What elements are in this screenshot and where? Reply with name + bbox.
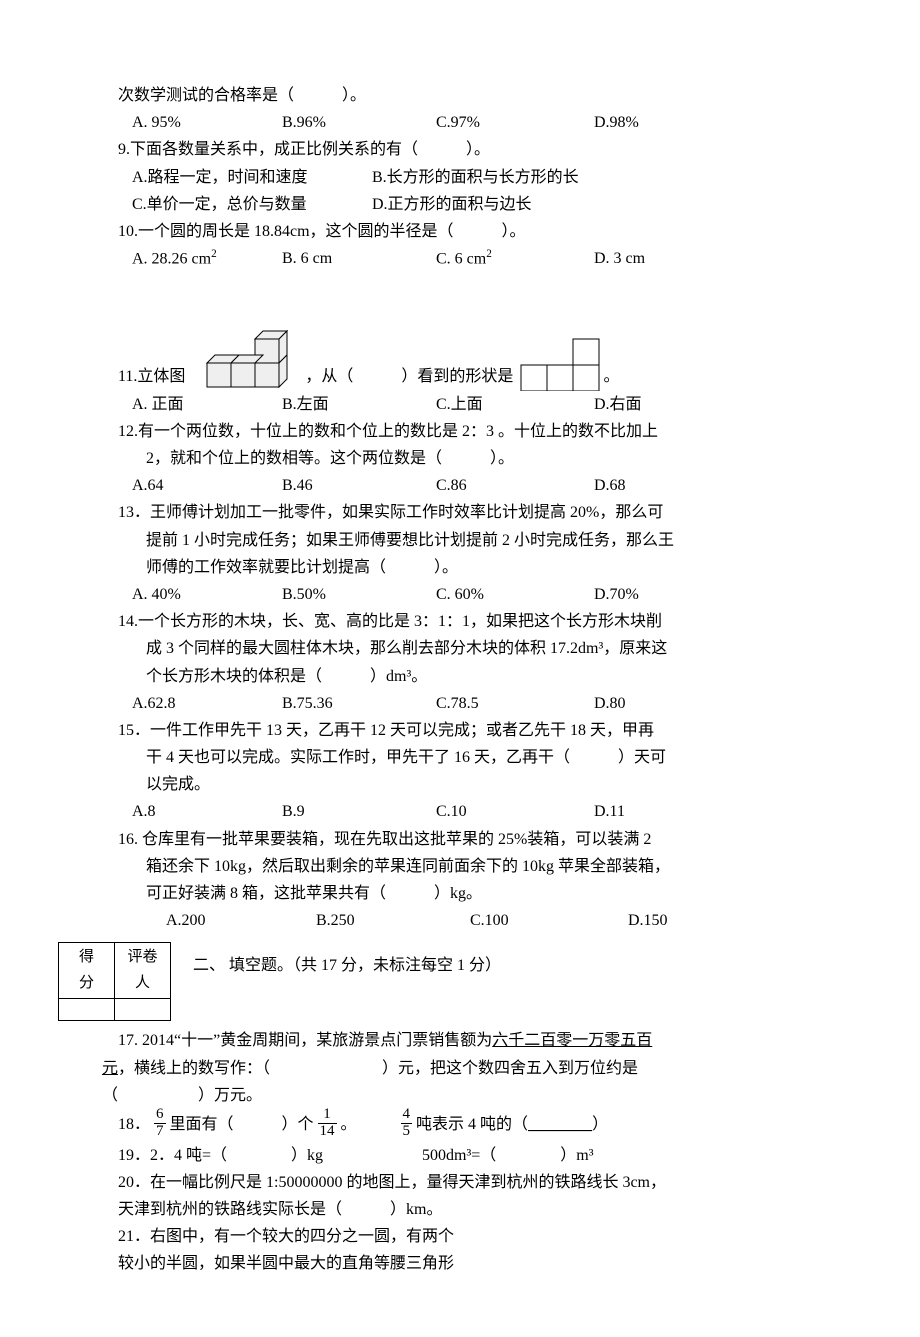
- q10-opt-b: B. 6 cm: [282, 245, 436, 273]
- q15-l2: 干 4 天也可以完成。实际工作时，甲先干了 16 天，乙再干（ ）天可: [118, 744, 802, 771]
- score-cell-2: [115, 999, 171, 1021]
- q12-opt-c: C.86: [436, 472, 594, 499]
- score-cell-1: [59, 999, 115, 1021]
- q14-opt-b: B.75.36: [282, 690, 436, 717]
- q13-l1: 13．王师傅计划加工一批零件，如果实际工作时效率比计划提高 20%，那么可: [118, 499, 802, 526]
- q14-opts: A.62.8 B.75.36 C.78.5 D.80: [118, 690, 802, 717]
- q17-l2: 元，横线上的数写作：（ ）元，把这个数四舍五入到万位约是: [102, 1055, 802, 1082]
- score-header-2: 评卷人: [115, 943, 171, 999]
- frac-6-7: 67: [154, 1107, 166, 1140]
- q14-l3: 个长方形木块的体积是（ ）dm³。: [118, 663, 802, 690]
- q16-opt-a: A.200: [166, 907, 316, 934]
- q11-pre: 11.立体图: [118, 363, 185, 390]
- q11-row: 11.立体图: [118, 325, 802, 391]
- score-box: 得 分 评卷人: [58, 942, 171, 1021]
- q16-l3: 可正好装满 8 箱，这批苹果共有（ ）kg。: [118, 880, 802, 907]
- q8-opt-b: B.96%: [282, 109, 436, 136]
- q12-opt-b: B.46: [282, 472, 436, 499]
- q10-opt-d: D. 3 cm: [594, 245, 645, 273]
- q15-opt-d: D.11: [594, 798, 625, 825]
- q20-l2: 天津到杭州的铁路线实际长是（ ）km。: [118, 1196, 802, 1223]
- frac-1-14: 114: [318, 1107, 337, 1140]
- q18: 18． 67 里面有（ ）个 114 。 45 吨表示 4 吨的（＿＿＿＿）: [118, 1109, 802, 1142]
- q13-l2: 提前 1 小时完成任务；如果王师傅要想比计划提前 2 小时完成任务，那么王: [118, 527, 802, 554]
- q11-opt-d: D.右面: [594, 391, 642, 418]
- q14-opt-c: C.78.5: [436, 690, 594, 717]
- q12-opt-a: A.64: [132, 472, 282, 499]
- flat-view-icon: [519, 337, 603, 391]
- q15-opt-b: B.9: [282, 798, 436, 825]
- q16-opts: A.200 B.250 C.100 D.150: [118, 907, 802, 934]
- q13-opt-a: A. 40%: [132, 581, 282, 608]
- q9-opts-1: A.路程一定，时间和速度 B.长方形的面积与长方形的长: [118, 164, 802, 191]
- q10-stem: 10.一个圆的周长是 18.84cm，这个圆的半径是（ ）。: [118, 218, 802, 245]
- q17-l3: （ ）万元。: [102, 1082, 802, 1109]
- q13-opt-d: D.70%: [594, 581, 639, 608]
- q9-stem: 9.下面各数量关系中，成正比例关系的有（ ）。: [118, 136, 802, 163]
- q16-opt-c: C.100: [470, 907, 628, 934]
- q13-opt-b: B.50%: [282, 581, 436, 608]
- q11-mid: ，从（ ）看到的形状是: [305, 363, 513, 390]
- q15-l1: 15．一件工作甲先干 13 天，乙再干 12 天可以完成；或者乙先干 18 天，…: [118, 717, 802, 744]
- q21-l2: 较小的半圆，如果半圆中最大的直角等腰三角形: [118, 1250, 802, 1277]
- q8-stem: 次数学测试的合格率是（ ）。: [118, 82, 802, 109]
- q15-opt-c: C.10: [436, 798, 594, 825]
- q21-l1: 21．右图中，有一个较大的四分之一圆，有两个: [118, 1223, 802, 1250]
- q14-l1: 14.一个长方形的木块，长、宽、高的比是 3：1：1，如果把这个长方形木块削: [118, 608, 802, 635]
- q9-opt-d: D.正方形的面积与边长: [372, 191, 532, 218]
- q14-opt-d: D.80: [594, 690, 626, 717]
- q11-fig2: [519, 337, 603, 391]
- q16-opt-b: B.250: [316, 907, 470, 934]
- q11-opt-b: B.左面: [282, 391, 436, 418]
- q9-opt-a: A.路程一定，时间和速度: [132, 164, 372, 191]
- q11-fig1: [191, 325, 299, 391]
- cube-figure-icon: [191, 325, 299, 391]
- q15-opt-a: A.8: [132, 798, 282, 825]
- q16-opt-d: D.150: [628, 907, 668, 934]
- q8-opt-c: C.97%: [436, 109, 594, 136]
- q9-opt-b: B.长方形的面积与长方形的长: [372, 164, 579, 191]
- q9-opt-c: C.单价一定，总价与数量: [132, 191, 372, 218]
- q12-opt-d: D.68: [594, 472, 626, 499]
- q14-l2: 成 3 个同样的最大圆柱体木块，那么削去部分木块的体积 17.2dm³，原来这: [118, 635, 802, 662]
- q13-opts: A. 40% B.50% C. 60% D.70%: [118, 581, 802, 608]
- q19-a: 19．2．4 吨=（ ）kg: [118, 1142, 418, 1169]
- q9-opts-2: C.单价一定，总价与数量 D.正方形的面积与边长: [118, 191, 802, 218]
- q8-opts: A. 95% B.96% C.97% D.98%: [118, 109, 802, 136]
- q8-opt-a: A. 95%: [132, 109, 282, 136]
- q16-l2: 箱还余下 10kg，然后取出剩余的苹果连同前面余下的 10kg 苹果全部装箱，: [118, 853, 802, 880]
- score-header-1: 得 分: [59, 943, 115, 999]
- q12-opts: A.64 B.46 C.86 D.68: [118, 472, 802, 499]
- q11-tail: 。: [603, 363, 619, 390]
- q15-l3: 以完成。: [118, 771, 802, 798]
- q12-l2: 2，就和个位上的数相等。这个两位数是（ ）。: [118, 445, 802, 472]
- q12-l1: 12.有一个两位数，十位上的数和个位上的数比是 2：3 。十位上的数不比加上: [118, 418, 802, 445]
- q10-opt-a: A. 28.26 cm2: [132, 245, 282, 273]
- q19: 19．2．4 吨=（ ）kg 500dm³=（ ）m³: [118, 1142, 802, 1169]
- q20-l1: 20．在一幅比例尺是 1:50000000 的地图上，量得天津到杭州的铁路线长 …: [118, 1169, 802, 1196]
- q14-opt-a: A.62.8: [132, 690, 282, 717]
- q11-opts: A. 正面 B.左面 C.上面 D.右面: [118, 391, 802, 418]
- q11-opt-c: C.上面: [436, 391, 594, 418]
- q11-opt-a: A. 正面: [132, 391, 282, 418]
- q8-opt-d: D.98%: [594, 109, 639, 136]
- q10-opts: A. 28.26 cm2 B. 6 cm C. 6 cm2 D. 3 cm: [118, 245, 802, 273]
- q15-opts: A.8 B.9 C.10 D.11: [118, 798, 802, 825]
- q16-l1: 16. 仓库里有一批苹果要装箱，现在先取出这批苹果的 25%装箱，可以装满 2: [118, 826, 802, 853]
- section2-title: 二、 填空题。（共 17 分，未标注每空 1 分）: [193, 936, 501, 979]
- q13-opt-c: C. 60%: [436, 581, 594, 608]
- q17-l1: 17. 2014“十一”黄金周期间，某旅游景点门票销售额为六千二百零一万零五百: [118, 1027, 802, 1054]
- q19-b: 500dm³=（ ）m³: [422, 1147, 594, 1164]
- q13-l3: 师傅的工作效率就要比计划提高（ ）。: [118, 554, 802, 581]
- frac-4-5: 45: [401, 1107, 413, 1140]
- q10-opt-c: C. 6 cm2: [436, 245, 594, 273]
